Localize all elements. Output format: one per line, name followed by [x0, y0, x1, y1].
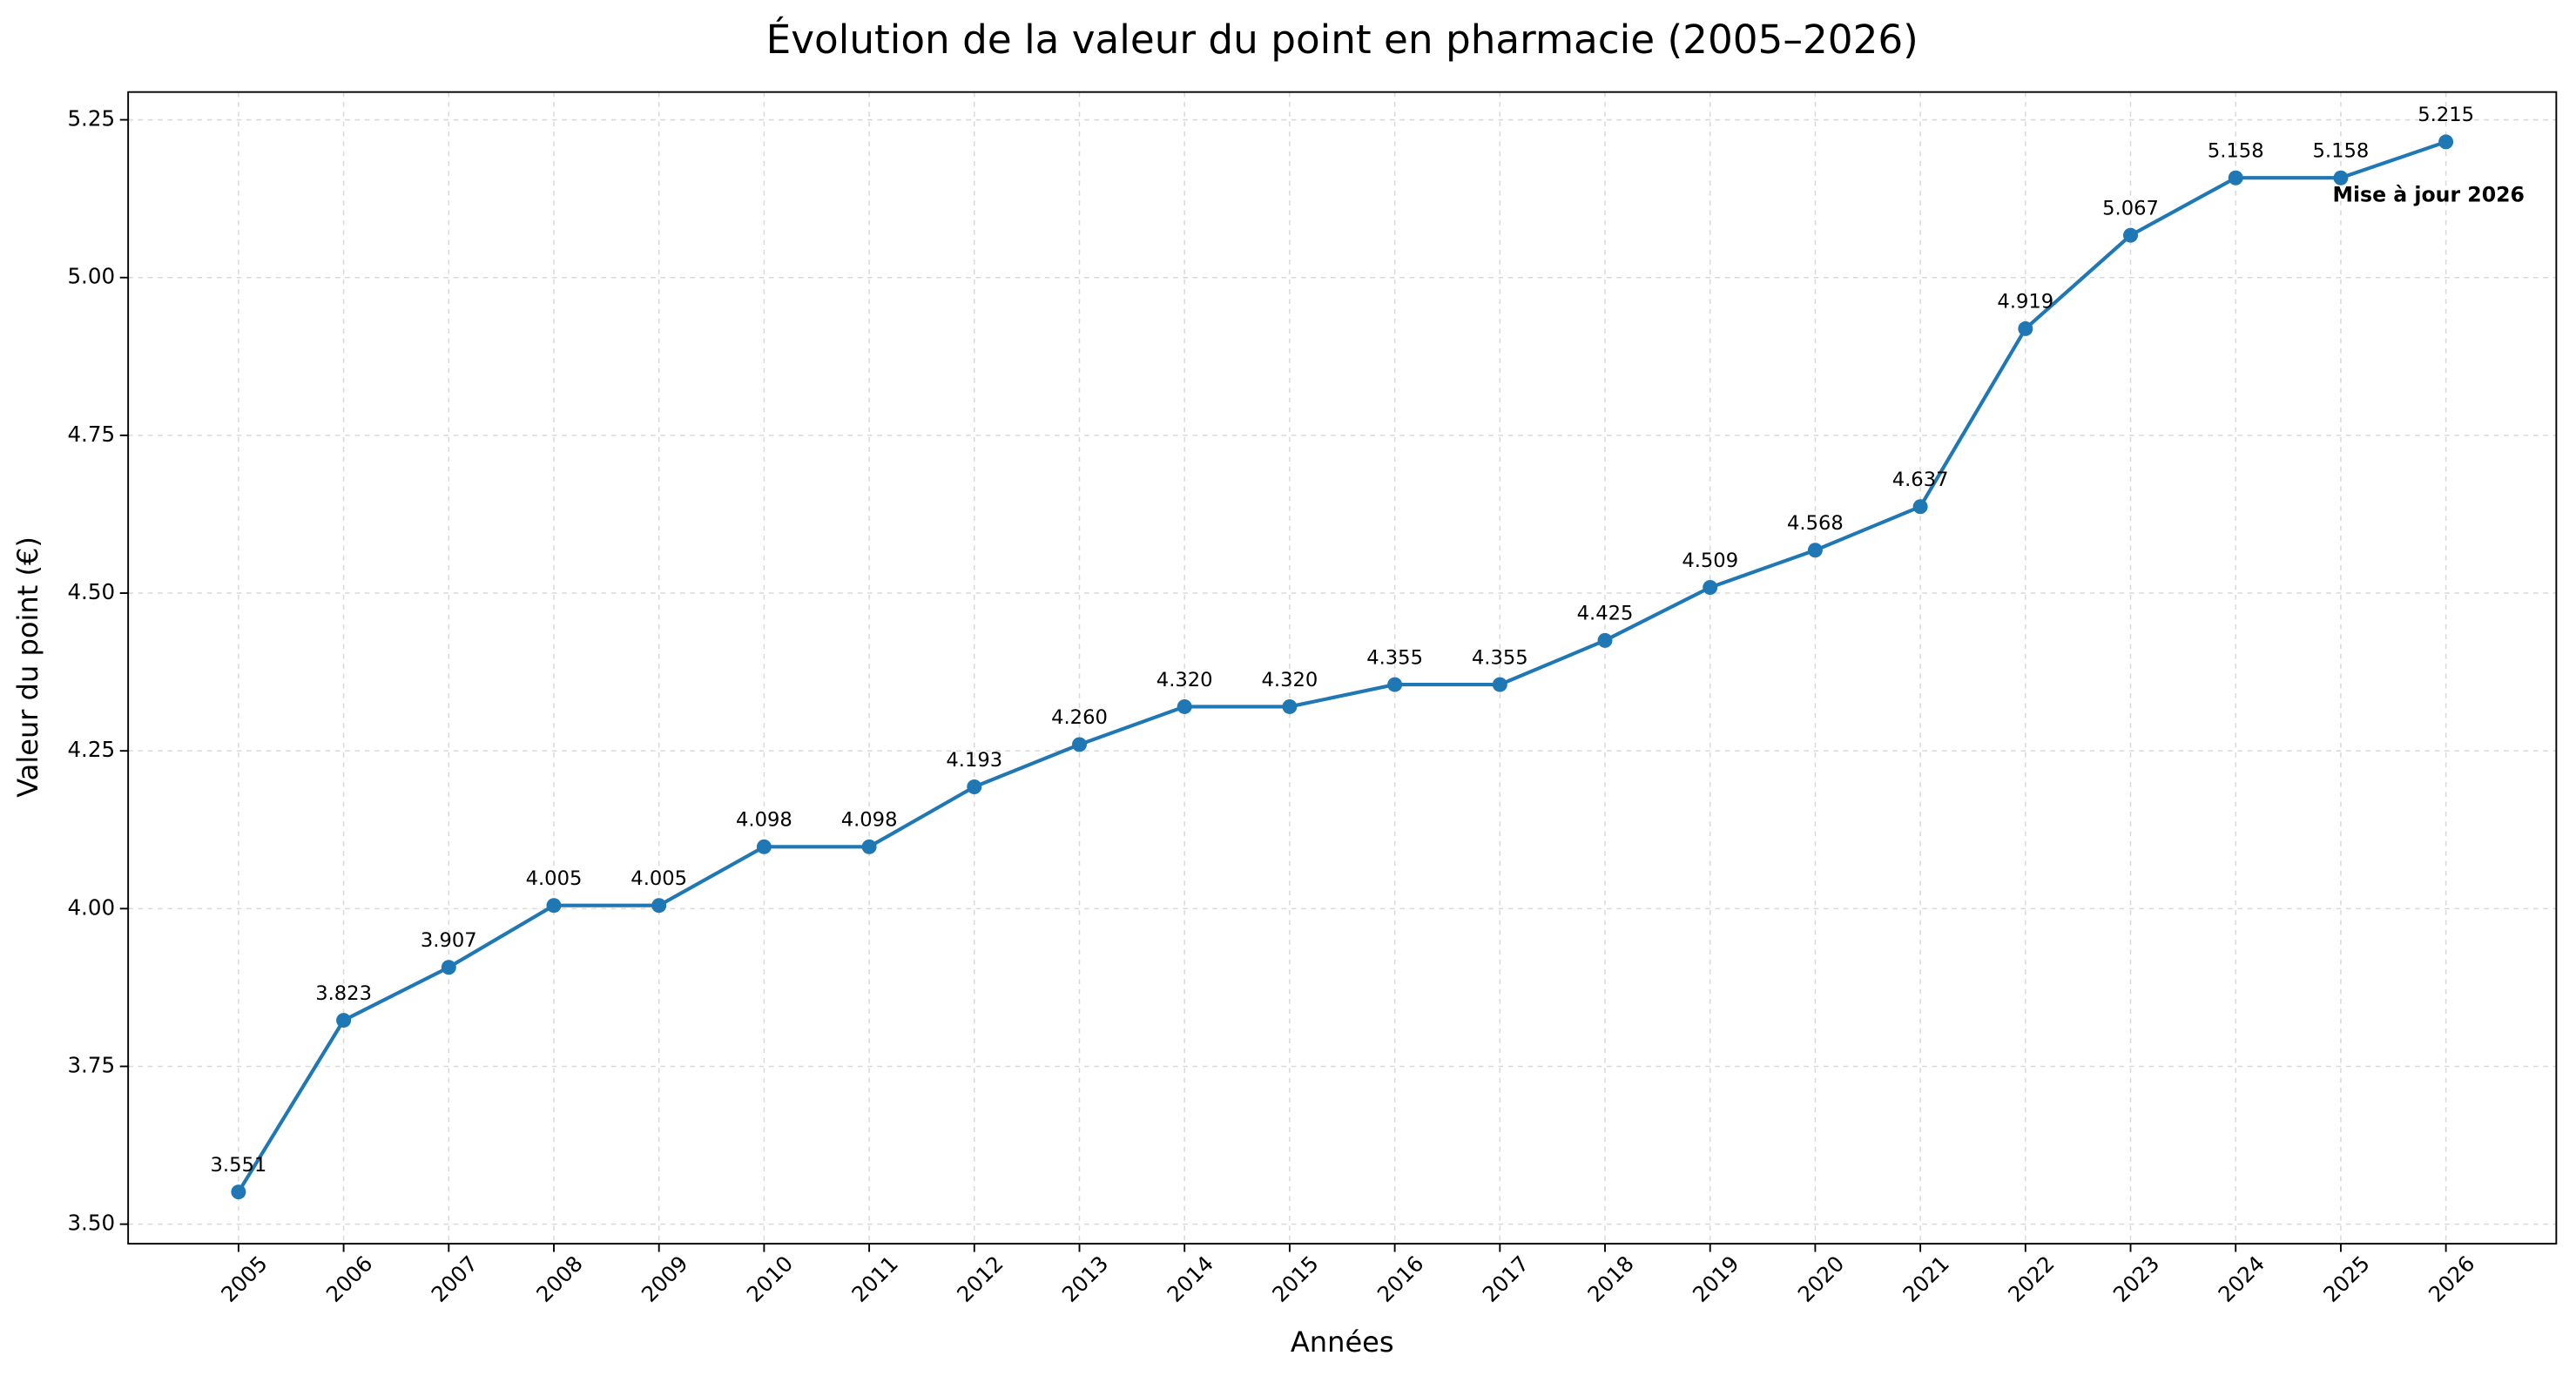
y-axis-label: Valeur du point (€)	[11, 536, 44, 798]
x-tick-label: 2016	[1372, 1251, 1429, 1307]
point	[1703, 580, 1718, 595]
value-label: 4.193	[946, 749, 1002, 772]
value-label: 5.215	[2418, 104, 2474, 126]
y-tick-label: 4.00	[67, 894, 115, 920]
value-label: 4.260	[1051, 706, 1108, 729]
x-tick-label: 2010	[742, 1251, 799, 1307]
x-tick-label: 2023	[2108, 1251, 2165, 1307]
point	[651, 898, 667, 914]
point	[967, 779, 982, 794]
point	[1387, 677, 1403, 692]
value-label: 5.158	[2208, 140, 2264, 163]
value-label: 3.823	[315, 982, 372, 1005]
x-tick-label: 2018	[1582, 1251, 1639, 1307]
value-label: 3.551	[210, 1154, 266, 1177]
x-tick-label: 2012	[952, 1251, 1008, 1307]
point	[2018, 320, 2033, 336]
x-axis-label: Années	[1291, 1325, 1394, 1359]
point	[756, 839, 772, 854]
point	[2333, 170, 2349, 185]
point	[2123, 227, 2139, 243]
y-tick-label: 5.25	[67, 106, 115, 132]
point	[1072, 737, 1087, 752]
y-tick-label: 4.50	[67, 579, 115, 604]
point	[2228, 170, 2243, 185]
x-tick-label: 2009	[637, 1251, 693, 1307]
value-label: 4.355	[1366, 646, 1423, 669]
point	[861, 839, 877, 854]
x-tick-label: 2024	[2213, 1251, 2269, 1307]
point	[2438, 134, 2454, 150]
annotation: Mise à jour 2026	[2332, 182, 2524, 206]
plot-frame	[127, 91, 2558, 1245]
x-tick-label: 2017	[1477, 1251, 1534, 1307]
point	[441, 960, 456, 975]
value-label: 5.067	[2102, 197, 2159, 219]
y-tick-label: 4.75	[67, 422, 115, 447]
y-tick-label: 3.75	[67, 1052, 115, 1077]
value-label: 4.005	[526, 867, 583, 890]
point	[231, 1184, 246, 1200]
y-tick-label: 3.50	[67, 1211, 115, 1236]
x-tick-label: 2021	[1898, 1251, 1954, 1307]
x-tick-label: 2007	[426, 1251, 482, 1307]
point	[1807, 543, 1823, 558]
point	[1492, 677, 1507, 692]
x-tick-label: 2019	[1688, 1251, 1744, 1307]
x-tick-label: 2008	[531, 1251, 588, 1307]
point	[1597, 632, 1613, 648]
point	[1177, 698, 1192, 714]
point	[1912, 499, 1928, 515]
value-label: 4.320	[1157, 669, 1213, 691]
value-label: 4.568	[1787, 512, 1844, 535]
x-tick-label: 2026	[2424, 1251, 2480, 1307]
value-label: 4.098	[736, 809, 792, 832]
point	[336, 1013, 352, 1029]
value-label: 4.637	[1892, 469, 1949, 491]
x-tick-label: 2014	[1162, 1251, 1218, 1307]
value-label: 4.098	[841, 809, 898, 832]
x-tick-label: 2005	[216, 1251, 273, 1307]
x-tick-label: 2013	[1057, 1251, 1114, 1307]
x-tick-label: 2025	[2318, 1251, 2375, 1307]
value-label: 4.509	[1682, 550, 1738, 572]
value-label: 5.158	[2313, 140, 2370, 163]
x-tick-label: 2011	[846, 1251, 903, 1307]
line	[237, 139, 2447, 1193]
chart-title: Évolution de la valeur du point en pharm…	[766, 17, 1919, 63]
value-label: 4.425	[1577, 603, 1634, 625]
x-tick-label: 2020	[1793, 1251, 1850, 1307]
point	[546, 898, 562, 914]
point	[1282, 698, 1298, 714]
value-label: 4.919	[1997, 291, 2053, 314]
x-tick-label: 2022	[2003, 1251, 2060, 1307]
y-tick-label: 4.25	[67, 737, 115, 762]
value-label: 4.320	[1262, 669, 1318, 691]
x-tick-label: 2015	[1267, 1251, 1324, 1307]
y-tick-label: 5.00	[67, 264, 115, 289]
value-label: 4.355	[1472, 646, 1528, 669]
value-label: 4.005	[631, 867, 687, 890]
x-tick-label: 2006	[321, 1251, 378, 1307]
value-label: 3.907	[421, 929, 477, 952]
